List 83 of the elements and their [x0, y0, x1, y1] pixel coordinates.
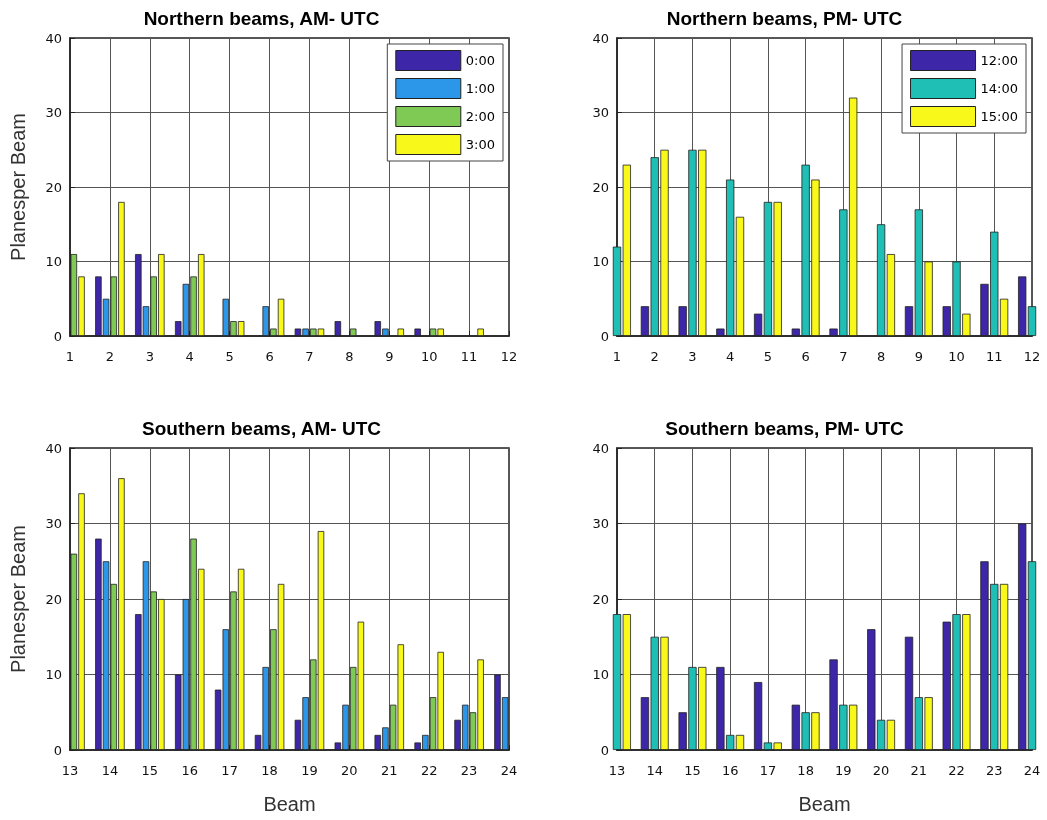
- x-tick-label: 4: [185, 349, 194, 364]
- x-tick-label: 9: [914, 349, 923, 364]
- x-tick-label: 10: [420, 349, 438, 364]
- x-tick-label: 16: [721, 763, 739, 778]
- legend-label: 1:00: [465, 81, 496, 96]
- x-tick-label: 9: [385, 349, 394, 364]
- y-tick-label: 40: [45, 440, 62, 456]
- x-tick-label: 7: [305, 349, 314, 364]
- x-tick-label: 23: [986, 763, 1003, 778]
- x-tick-label: 15: [684, 763, 701, 778]
- x-tick-label: 4: [726, 349, 735, 364]
- legend-label: 12:00: [980, 53, 1018, 68]
- x-tick-label: 12: [500, 349, 518, 364]
- x-axis-title: Beam: [798, 793, 851, 815]
- legend-label: 14:00: [980, 81, 1018, 96]
- y-tick-label: 40: [592, 30, 609, 46]
- x-tick-label: 21: [381, 763, 398, 778]
- chart-title: Southern beams, PM- UTC: [665, 418, 905, 439]
- x-tick-label: 5: [225, 349, 234, 364]
- legend-label: 15:00: [980, 109, 1018, 124]
- x-tick-label: 22: [948, 763, 965, 778]
- y-tick-label: 20: [592, 591, 609, 607]
- y-tick-label: 10: [592, 667, 609, 682]
- y-tick-label: 40: [45, 30, 62, 46]
- x-tick-label: 14: [101, 763, 119, 778]
- x-tick-label: 6: [265, 349, 274, 364]
- x-tick-label: 12: [1023, 349, 1041, 364]
- y-tick-label: 30: [45, 516, 62, 531]
- x-tick-label: 18: [797, 763, 814, 778]
- y-tick-label: 0: [53, 328, 62, 344]
- x-tick-label: 6: [801, 349, 810, 364]
- y-tick-label: 30: [592, 516, 609, 531]
- y-tick-label: 40: [592, 440, 609, 456]
- x-tick-label: 24: [1023, 763, 1041, 778]
- x-tick-label: 11: [460, 349, 478, 364]
- chart-title: Southern beams, AM- UTC: [142, 418, 382, 439]
- x-tick-label: 20: [341, 763, 358, 778]
- x-tick-label: 8: [876, 349, 886, 364]
- y-tick-label: 20: [45, 591, 62, 607]
- x-tick-label: 19: [835, 763, 852, 778]
- x-tick-label: 13: [61, 763, 79, 778]
- x-tick-label: 23: [460, 763, 478, 778]
- legend-label: 0:00: [465, 53, 496, 68]
- x-tick-label: 7: [839, 349, 848, 364]
- x-tick-label: 18: [261, 763, 278, 778]
- chart-title: Northern beams, PM- UTC: [666, 8, 903, 29]
- legend-label: 3:00: [465, 137, 496, 152]
- y-tick-label: 10: [592, 254, 609, 269]
- x-tick-label: 2: [650, 349, 659, 364]
- x-tick-label: 21: [910, 763, 928, 778]
- x-tick-label: 24: [500, 763, 518, 778]
- y-tick-label: 10: [45, 254, 62, 269]
- x-tick-label: 1: [612, 349, 622, 364]
- x-tick-label: 22: [420, 763, 438, 778]
- y-tick-label: 0: [600, 742, 609, 758]
- x-tick-label: 1: [65, 349, 75, 364]
- x-tick-label: 13: [608, 763, 626, 778]
- x-tick-label: 17: [759, 763, 777, 778]
- y-tick-label: 10: [45, 667, 62, 682]
- x-tick-label: 11: [986, 349, 1003, 364]
- x-tick-label: 14: [646, 763, 663, 778]
- x-axis-title: Beam: [263, 793, 316, 815]
- x-tick-label: 17: [221, 763, 238, 778]
- x-tick-label: 16: [181, 763, 198, 778]
- x-tick-label: 3: [145, 349, 154, 364]
- legend-label: 2:00: [465, 109, 496, 124]
- x-tick-label: 20: [872, 763, 890, 778]
- x-tick-label: 2: [105, 349, 115, 364]
- x-tick-label: 3: [688, 349, 697, 364]
- y-tick-label: 30: [592, 105, 609, 120]
- x-tick-label: 5: [763, 349, 773, 364]
- y-axis-title: Planesper Beam: [7, 525, 29, 673]
- y-axis-title: Planesper Beam: [7, 113, 29, 261]
- chart-title: Northern beams, AM- UTC: [143, 8, 380, 29]
- y-tick-label: 0: [53, 742, 62, 758]
- y-tick-label: 20: [592, 179, 609, 195]
- x-tick-label: 15: [141, 763, 159, 778]
- y-tick-label: 30: [45, 105, 62, 120]
- x-tick-label: 8: [345, 349, 354, 364]
- y-tick-label: 0: [600, 328, 609, 344]
- x-tick-label: 19: [301, 763, 318, 778]
- x-tick-label: 10: [948, 349, 965, 364]
- y-tick-label: 20: [45, 179, 62, 195]
